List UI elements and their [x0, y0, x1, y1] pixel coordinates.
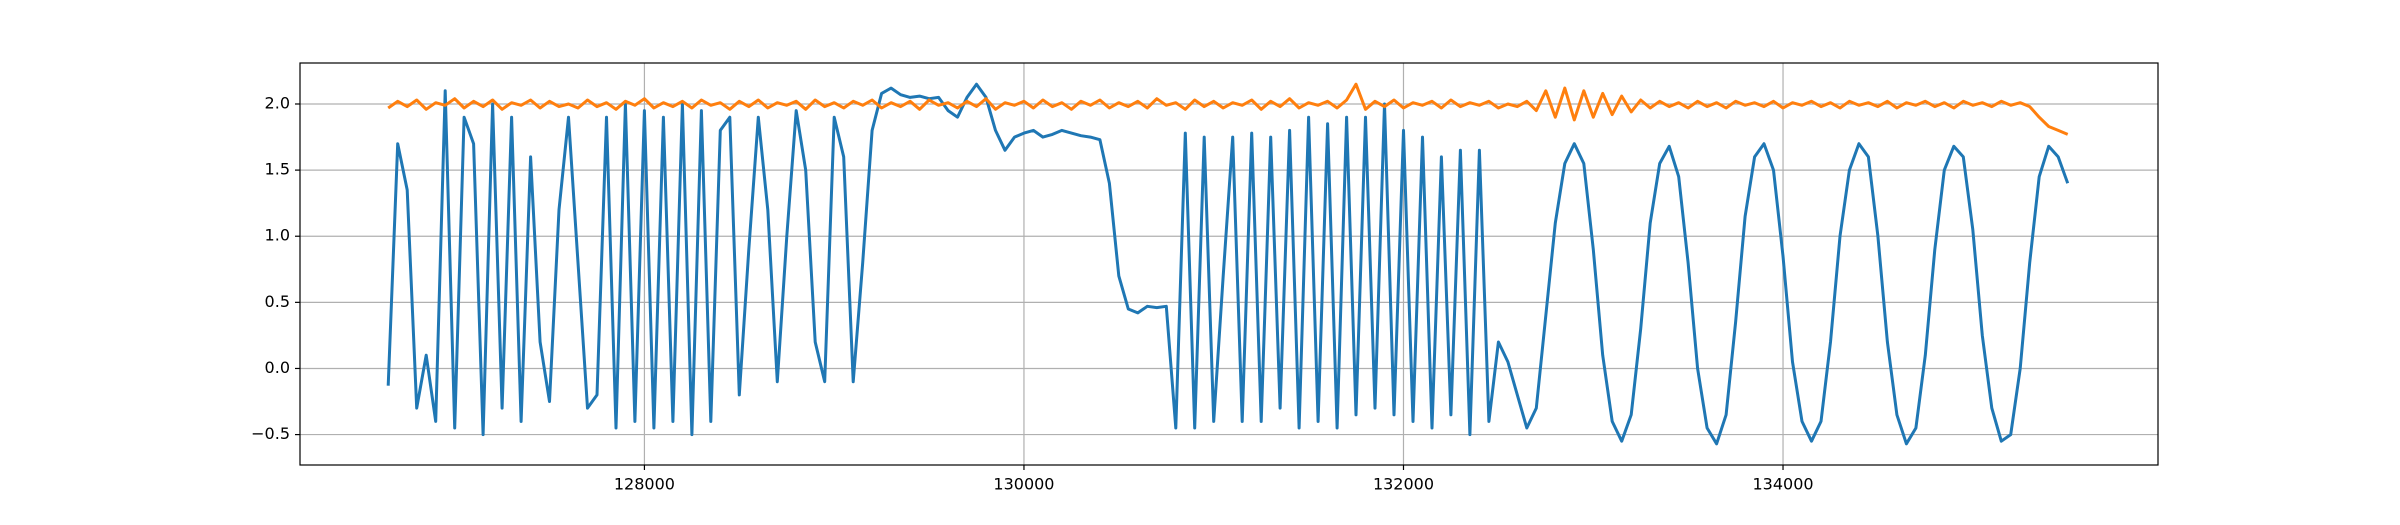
x-tick-label: 134000	[1752, 475, 1813, 494]
y-tick-label: −0.5	[251, 424, 290, 443]
y-tick-label: 1.0	[265, 226, 290, 245]
y-tick-label: 0.0	[265, 358, 290, 377]
plot-frame	[299, 62, 2159, 466]
series-line	[386, 82, 2070, 446]
y-tick-label: 1.5	[265, 160, 290, 179]
x-tick-label: 132000	[1373, 475, 1434, 494]
series-line	[387, 82, 2069, 136]
x-tick-label: 130000	[993, 475, 1054, 494]
x-tick-label: 128000	[614, 475, 675, 494]
y-tick-label: 2.0	[265, 93, 290, 112]
y-tick-label: 0.5	[265, 292, 290, 311]
